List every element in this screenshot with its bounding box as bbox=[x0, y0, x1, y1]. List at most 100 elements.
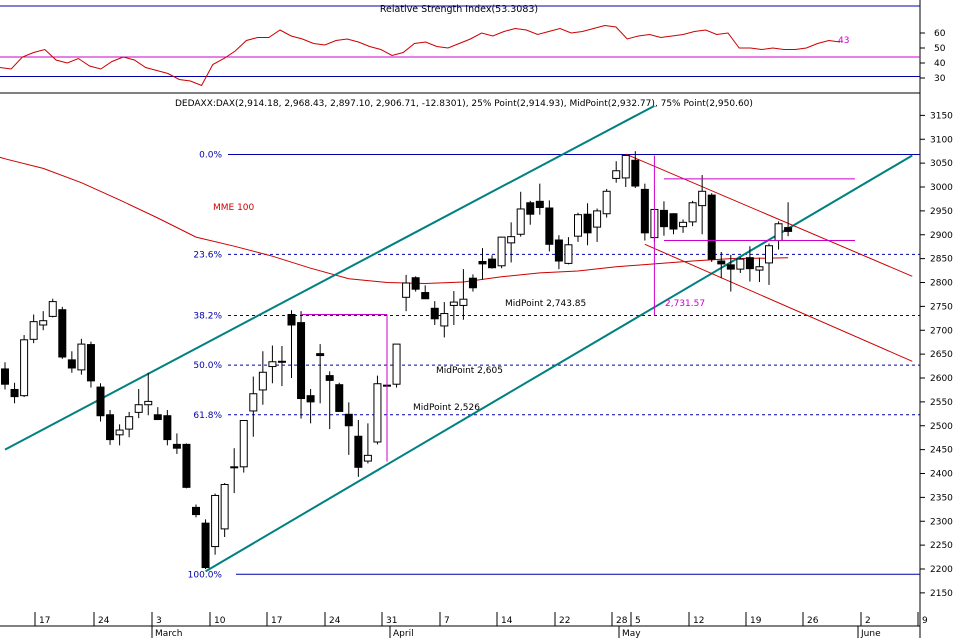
candle bbox=[325, 371, 334, 430]
price-tick-label: 2900 bbox=[930, 231, 953, 241]
date-tick-label: 24 bbox=[329, 616, 341, 626]
price-tick-label: 2650 bbox=[930, 350, 953, 360]
candle-body bbox=[659, 209, 668, 228]
candle bbox=[421, 285, 430, 300]
midpoint-2743-label: MidPoint 2,743.85 bbox=[505, 299, 586, 309]
candle-body bbox=[163, 415, 172, 441]
candle bbox=[86, 341, 95, 388]
candle-body bbox=[440, 313, 449, 327]
candle bbox=[631, 151, 640, 188]
candle-body bbox=[115, 429, 124, 436]
candle-body bbox=[602, 190, 611, 215]
rsi-line bbox=[0, 24, 841, 87]
candle bbox=[411, 276, 420, 292]
candle-body bbox=[784, 227, 793, 232]
candle bbox=[507, 222, 516, 263]
candle-body bbox=[554, 239, 563, 262]
price-panel: DEDAXX:DAX(2,914.18, 2,968.43, 2,897.10,… bbox=[0, 93, 953, 639]
candle-body bbox=[507, 236, 516, 244]
candle bbox=[39, 311, 48, 331]
candle-body bbox=[144, 400, 153, 406]
candle bbox=[144, 372, 153, 416]
mme100-line bbox=[0, 156, 789, 285]
candle-body bbox=[1, 368, 9, 385]
month-label: May bbox=[622, 629, 641, 638]
candle bbox=[574, 212, 582, 242]
candle-body bbox=[535, 200, 544, 209]
candle-body bbox=[574, 214, 582, 237]
date-tick-label: 12 bbox=[693, 616, 704, 626]
candle bbox=[583, 203, 592, 246]
candle bbox=[526, 200, 535, 225]
candle bbox=[688, 200, 697, 227]
date-tick-label: 28 bbox=[616, 616, 628, 626]
candle-body bbox=[545, 207, 554, 245]
candle bbox=[698, 175, 707, 235]
candle-body bbox=[211, 494, 220, 548]
down-channel-line bbox=[644, 243, 913, 362]
candle-body bbox=[10, 388, 19, 398]
date-tick-label: 26 bbox=[807, 616, 819, 626]
rsi-panel: Relative Strength Index(53.3083) 43 30 40… bbox=[0, 0, 946, 94]
candle-body bbox=[631, 159, 640, 187]
price-tick-label: 3150 bbox=[930, 111, 953, 121]
candle-body bbox=[106, 414, 115, 441]
rsi-last-value: 43 bbox=[838, 36, 849, 46]
candle bbox=[153, 407, 162, 421]
candle bbox=[602, 188, 611, 218]
candle bbox=[96, 383, 105, 422]
price-tick-label: 2750 bbox=[930, 302, 953, 312]
candle-body bbox=[306, 395, 315, 403]
date-tick-label: 17 bbox=[271, 616, 282, 626]
candle-body bbox=[612, 170, 621, 179]
candle-body bbox=[459, 298, 468, 306]
date-tick-label: 24 bbox=[98, 616, 110, 626]
candle-body bbox=[29, 321, 38, 340]
candle-body bbox=[526, 202, 535, 215]
candle-body bbox=[86, 344, 95, 382]
candle bbox=[564, 237, 573, 265]
candle bbox=[29, 314, 38, 344]
candle-body bbox=[249, 393, 258, 412]
candle-body bbox=[679, 221, 688, 228]
candle-body bbox=[745, 257, 754, 270]
candle bbox=[115, 424, 124, 446]
candle bbox=[545, 200, 554, 252]
rsi-series bbox=[0, 24, 841, 87]
date-tick-label: 31 bbox=[386, 616, 397, 626]
price-tick-label: 3050 bbox=[930, 159, 953, 169]
candle bbox=[182, 443, 191, 489]
date-tick-label: 2 bbox=[865, 616, 871, 626]
candle-body bbox=[765, 245, 773, 264]
candle bbox=[707, 193, 716, 262]
rsi-tick-label: 30 bbox=[934, 74, 946, 84]
candle bbox=[106, 409, 115, 445]
price-y-axis: 2150 2200 2250 2300 2350 2400 2450 2500 2550 2600… bbox=[920, 111, 953, 599]
annotation-lines bbox=[301, 155, 855, 462]
price-tick-label: 2400 bbox=[930, 470, 953, 480]
candle bbox=[1, 362, 9, 390]
candle-body bbox=[48, 301, 57, 317]
trend-channel-line bbox=[205, 154, 913, 573]
candle bbox=[449, 291, 458, 325]
date-tick-label: 7 bbox=[444, 616, 450, 626]
candle-body bbox=[277, 360, 286, 363]
candle bbox=[249, 376, 258, 437]
candle bbox=[535, 183, 544, 215]
month-label: April bbox=[393, 629, 414, 638]
candle-body bbox=[564, 244, 573, 264]
price-tick-label: 2350 bbox=[930, 493, 953, 503]
candlesticks bbox=[1, 151, 793, 569]
candle-body bbox=[325, 375, 334, 381]
candle bbox=[211, 493, 220, 555]
candle bbox=[784, 202, 793, 237]
candle bbox=[77, 338, 86, 375]
candle-body bbox=[182, 443, 191, 488]
candle bbox=[468, 274, 477, 292]
candle bbox=[478, 248, 487, 280]
down-channel-line bbox=[625, 153, 913, 277]
date-tick-label: 9 bbox=[922, 616, 928, 626]
candle-body bbox=[421, 292, 430, 300]
candle-body bbox=[516, 208, 525, 235]
